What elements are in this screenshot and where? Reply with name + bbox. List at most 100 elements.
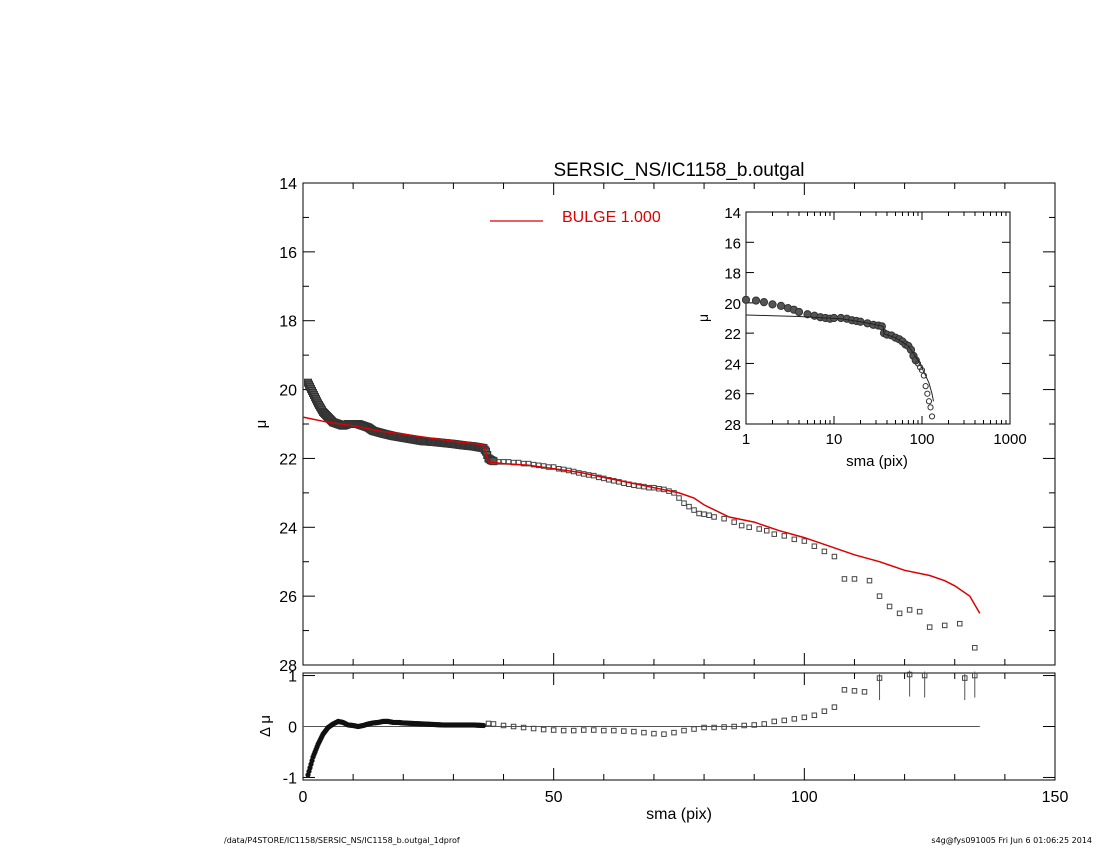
main-data-point [941,622,948,629]
residual-data-point [721,724,727,730]
main-data-point [956,620,963,627]
residual-data-point [631,728,637,735]
residual-data-point [841,687,848,693]
inset-ytick-label-20: 20 [724,296,741,313]
residual-data-point [651,730,657,737]
residual-data-point [621,728,627,734]
main-data-point [801,538,808,544]
residual-data-point [580,727,587,733]
main-ytick-label-14: 14 [279,176,297,193]
main-data-point [926,624,933,630]
main-ytick-label-28: 28 [279,658,297,675]
main-data-point [520,460,527,467]
main-data-point [781,533,788,539]
residual-data-point [490,721,497,727]
inset-xtick-label-1000: 1000 [993,431,1026,448]
residual-data-point [831,704,838,710]
residual-data-point [611,727,617,734]
main-ytick-label-16: 16 [279,245,297,262]
residual-data-point [671,729,677,736]
main-data-point [896,610,903,617]
inset-panel: 14 16 18 20 22 24 26 281 10 100 1000 [724,205,1026,448]
inset-data-point [751,296,761,305]
residual-data-point [771,718,778,725]
inset-panel-frame [745,211,1011,425]
residual-data-point [801,714,808,721]
main-data-point [530,461,537,468]
residual-data-point [485,720,492,727]
residual-data-point [591,727,597,733]
inset-xtick-label-10: 10 [826,431,843,448]
legend-label-bulge: BULGE 1.000 [562,209,661,226]
inset-data-point [928,413,936,420]
main-panel: 14 16 18 20 22 24 26 28 [279,176,1056,675]
main-data-point [636,483,642,489]
main-data-point [706,512,712,518]
residual-data-point [520,724,527,731]
main-data-point [611,478,617,484]
residual-data-point [731,723,737,730]
main-data-point [540,463,547,469]
residual-data-point [741,722,747,729]
main-data-point [711,514,717,520]
main-ytick-label-24: 24 [279,520,297,537]
inset-data-point [768,300,777,309]
main-data-point [681,500,687,506]
inset-ytick-label-18: 18 [724,266,741,283]
inset-ytick-label-26: 26 [724,387,741,404]
residual-xtick-label-150: 150 [1042,789,1069,806]
main-model-line [302,416,981,614]
main-data-point [821,548,828,555]
residual-data-point [906,671,913,678]
residual-data-point [641,729,647,736]
residual-data-point [550,727,557,733]
main-data-point [616,479,622,485]
main-ytick-label-20: 20 [279,383,297,400]
main-data-point [489,457,498,466]
main-ytick-label-26: 26 [279,589,297,606]
residual-data-point [972,672,978,679]
main-data-point [495,459,502,465]
residual-xtick-label-100: 100 [791,789,818,806]
residual-xtick-label-0: 0 [299,789,308,806]
inset-data-point [776,301,786,310]
main-data-point [696,510,702,517]
main-y-axis-label: μ [253,420,270,429]
inset-data-point [794,307,804,317]
residual-data-point [861,689,868,695]
residual-data-point [691,726,697,732]
residual-data-point [681,727,687,734]
legend: BULGE 1.000 [490,209,661,226]
main-data-point [886,603,893,610]
footer-timestamp: s4g@fys091005 Fri Jun 6 01:06:25 2014 [931,836,1092,845]
inset-ytick-label-14: 14 [724,205,741,222]
main-data-point [756,526,762,532]
residual-data-point [791,716,798,722]
main-ytick-label-22: 22 [279,451,297,468]
residual-data-point [751,722,757,728]
inset-data-point [741,295,751,304]
residual-x-axis-label: sma (pix) [646,806,712,823]
residual-y-axis-label: Δ μ [257,715,274,737]
inset-data-point [924,390,931,397]
residual-data-point [821,708,828,714]
main-data-point [916,608,923,615]
main-data-point [876,593,883,599]
main-data-point [791,536,798,543]
residual-data-point [540,726,547,733]
main-data-point [738,522,745,529]
residual-data-point [962,675,968,681]
residual-data-point [570,727,577,734]
inset-data-point [925,398,933,405]
inset-ytick-label-24: 24 [724,356,741,373]
residual-data-point [510,723,517,730]
residual-data-point [851,688,858,694]
residual-data-point [811,712,818,719]
inset-xtick-label-1: 1 [742,431,750,448]
main-data-point [831,553,838,560]
residual-data-point [761,721,767,727]
main-data-point [535,462,542,469]
inset-model-line [745,314,934,402]
